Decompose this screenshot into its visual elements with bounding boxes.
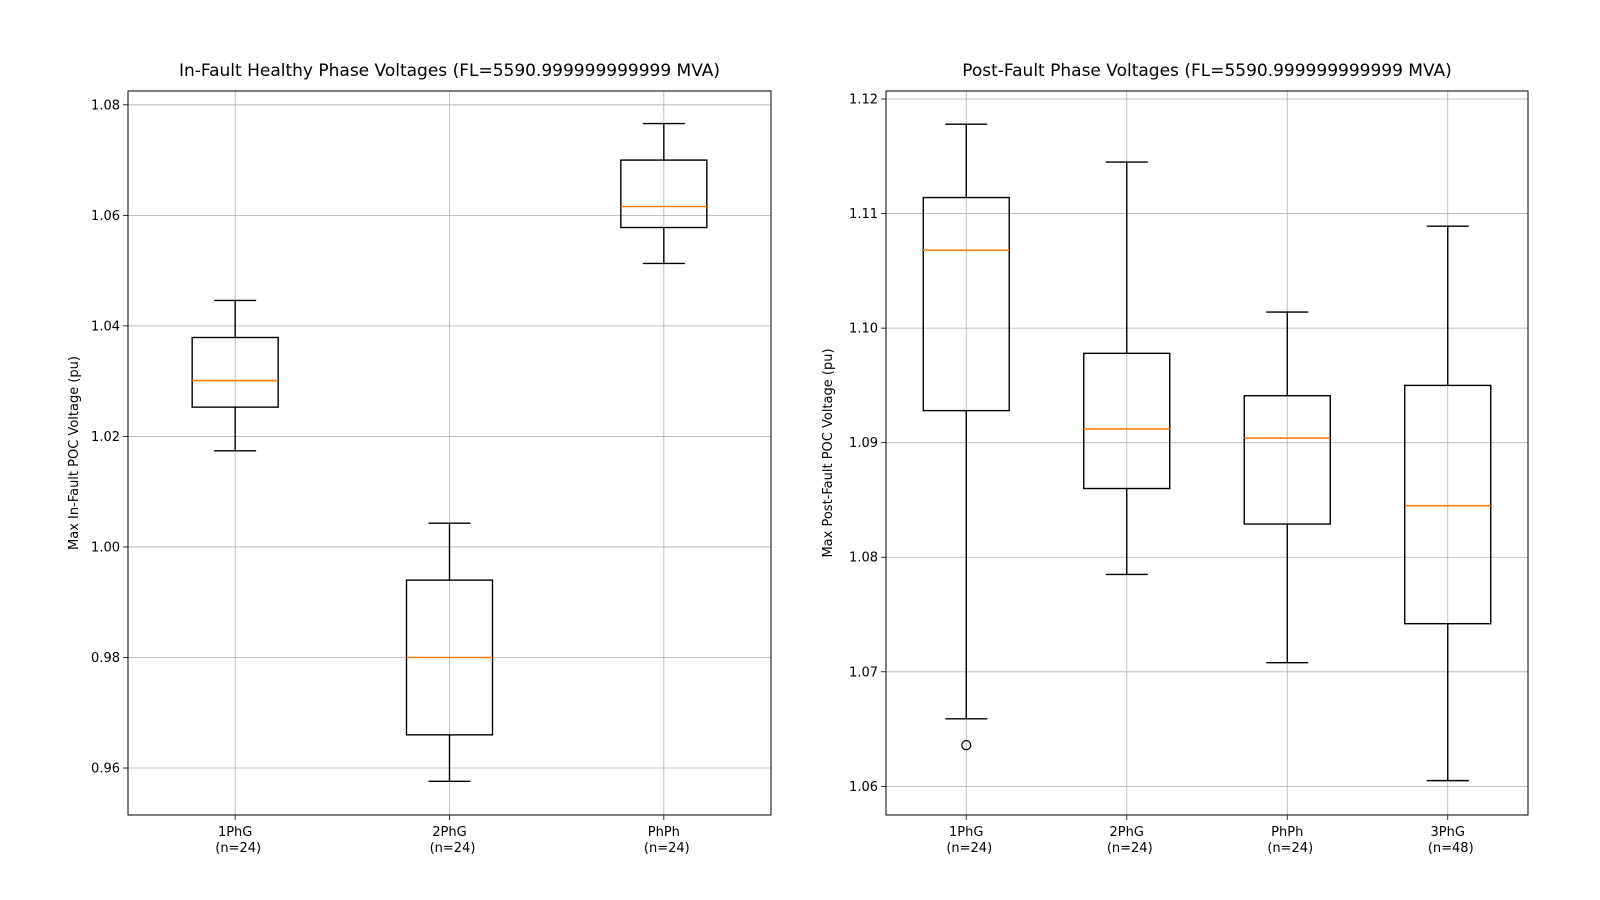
y-tick-label: 1.00 [91, 540, 120, 555]
x-tick-count-label: (n=24) [946, 841, 992, 856]
x-tick-count-label: (n=24) [1267, 841, 1313, 856]
y-axis-label: Max Post-Fault POC Voltage (pu) [821, 348, 836, 557]
chart-panel-2: 1.061.071.081.091.101.111.121PhG(n=24)2P… [821, 61, 1529, 856]
box-2phg [405, 522, 494, 782]
y-tick-label: 1.02 [91, 430, 120, 445]
x-tick-count-label: (n=24) [215, 841, 261, 856]
axes-frame [885, 90, 1529, 816]
box-2phg [1083, 161, 1171, 576]
box-phph [620, 122, 708, 265]
y-tick-label: 1.04 [91, 319, 120, 334]
x-tick-count-label: (n=24) [1107, 841, 1153, 856]
y-tick-label: 1.07 [849, 665, 878, 680]
iqr-box [1083, 352, 1171, 490]
x-tick-label: PhPh [1271, 825, 1303, 840]
chart-title: Post-Fault Phase Voltages (FL=5590.99999… [962, 61, 1452, 81]
y-tick-label: 0.96 [91, 762, 120, 777]
y-tick-label: 0.98 [91, 651, 120, 666]
y-tick-label: 1.08 [849, 551, 878, 566]
y-tick-label: 1.12 [849, 93, 878, 108]
x-tick-label: 3PhG [1431, 825, 1465, 840]
x-tick-label: 2PhG [1110, 825, 1144, 840]
box-1phg [922, 123, 1010, 751]
x-tick-label: PhPh [648, 825, 680, 840]
x-tick-count-label: (n=48) [1428, 841, 1474, 856]
iqr-box [922, 196, 1010, 412]
x-tick-count-label: (n=24) [430, 841, 476, 856]
y-axis-label: Max In-Fault POC Voltage (pu) [67, 356, 82, 550]
y-tick-label: 1.06 [849, 780, 878, 795]
box-3phg [1404, 225, 1492, 782]
chart-title: In-Fault Healthy Phase Voltages (FL=5590… [179, 61, 720, 81]
iqr-box [620, 159, 708, 229]
iqr-box [1243, 395, 1331, 525]
iqr-box [1404, 384, 1492, 625]
outlier-point [961, 740, 972, 751]
y-tick-label: 1.06 [91, 209, 120, 224]
chart-panel-1: 0.960.981.001.021.041.061.081PhG(n=24)2P… [67, 61, 772, 856]
y-tick-label: 1.10 [849, 322, 878, 337]
y-tick-label: 1.09 [849, 436, 878, 451]
x-tick-label: 2PhG [432, 825, 466, 840]
iqr-box [191, 336, 279, 408]
x-tick-label: 1PhG [218, 825, 252, 840]
box-1phg [191, 299, 279, 452]
x-tick-label: 1PhG [949, 825, 983, 840]
x-tick-count-label: (n=24) [644, 841, 690, 856]
box-phph [1243, 311, 1331, 664]
axes-frame [127, 90, 772, 816]
y-tick-label: 1.08 [91, 98, 120, 113]
y-tick-label: 1.11 [849, 207, 878, 222]
